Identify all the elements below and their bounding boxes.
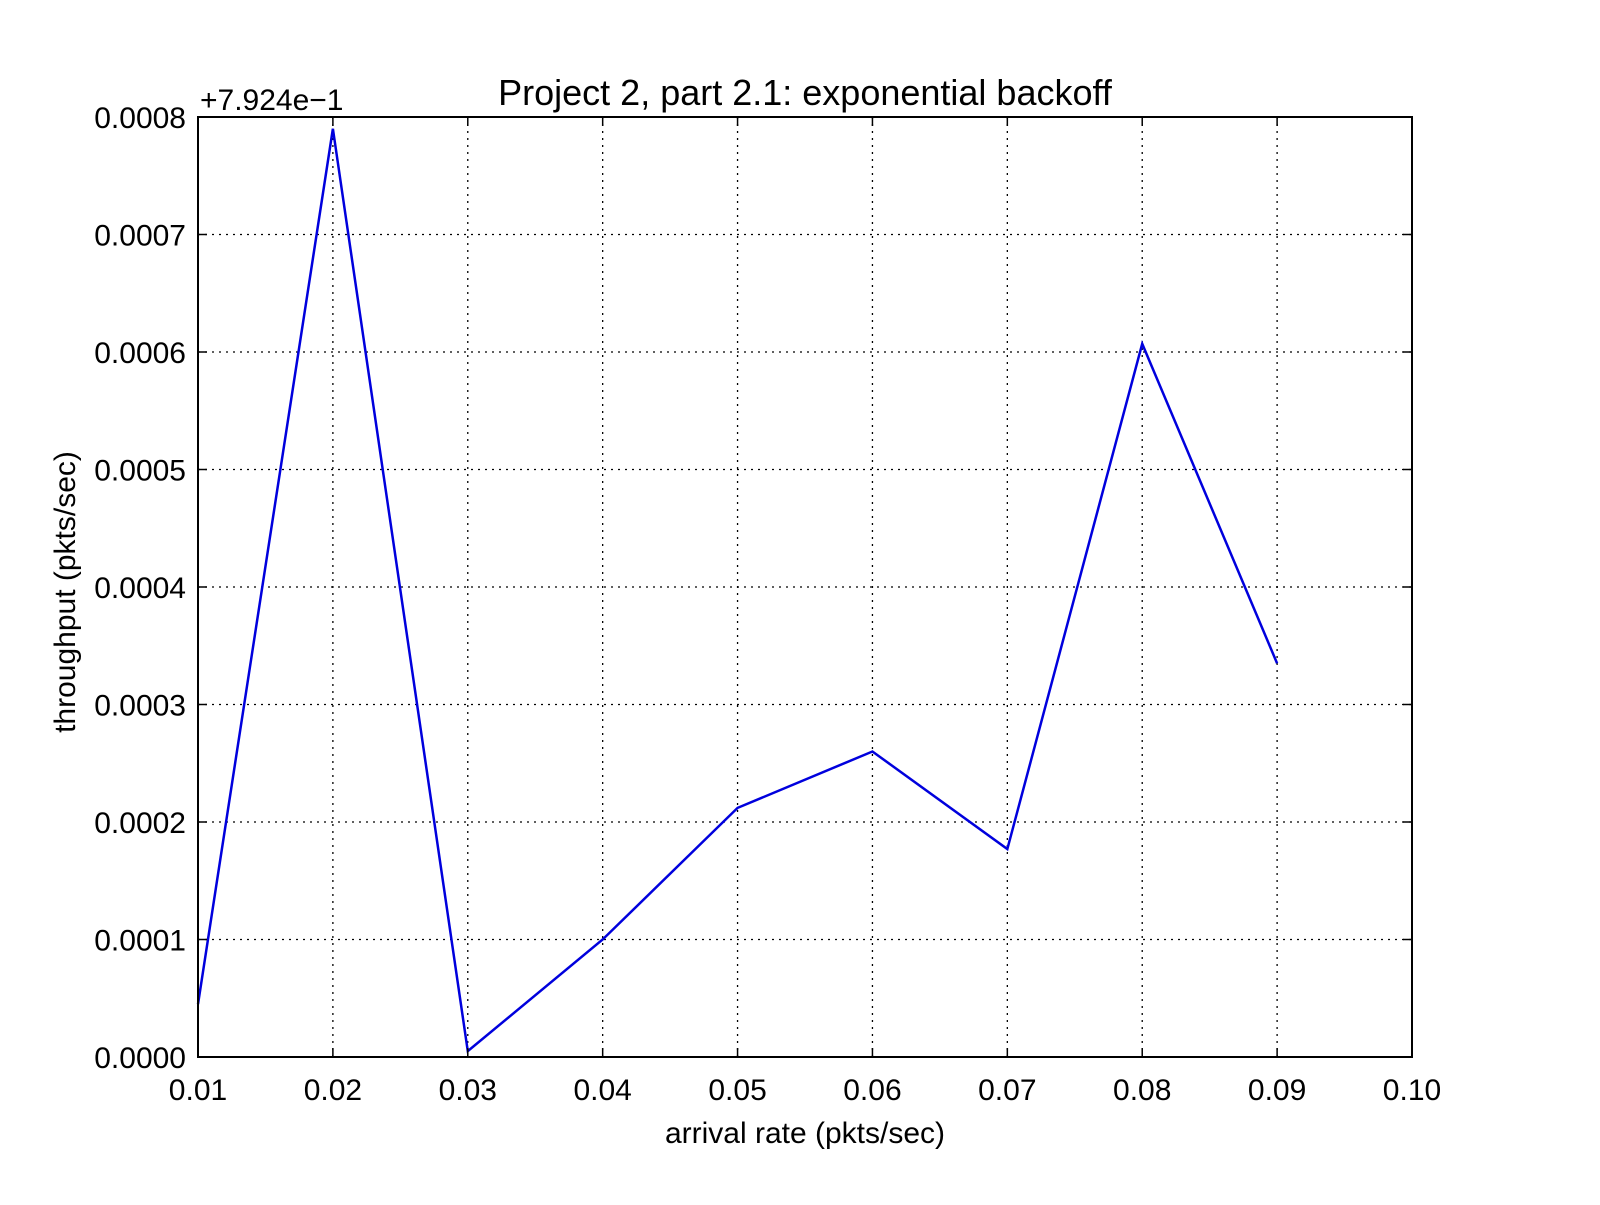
series-layer (196, 128, 1279, 1054)
y-tick-label: 0.0007 (94, 220, 186, 253)
y-axis-label: throughput (pkts/sec) (49, 451, 82, 733)
chart-title: Project 2, part 2.1: exponential backoff (498, 72, 1113, 113)
y-tick-label: 0.0004 (94, 572, 186, 605)
x-tick-label: 0.06 (843, 1074, 901, 1107)
y-tick-label: 0.0008 (94, 102, 186, 135)
series-line (196, 128, 1279, 1054)
x-axis-label: arrival rate (pkts/sec) (665, 1117, 945, 1150)
x-tick-label: 0.09 (1248, 1074, 1306, 1107)
x-tick-label: 0.07 (978, 1074, 1036, 1107)
y-tick-label: 0.0000 (94, 1042, 186, 1075)
x-tick-label: 0.03 (439, 1074, 497, 1107)
y-tick-label: 0.0006 (94, 337, 186, 370)
tick-labels: 0.01 0.02 0.03 0.04 0.05 0.06 0.07 0.08 0.09 0.10… (94, 102, 1441, 1107)
x-tick-label: 0.10 (1383, 1074, 1441, 1107)
x-tick-label: 0.04 (573, 1074, 631, 1107)
x-tick-label: 0.05 (708, 1074, 766, 1107)
x-tick-label: 0.01 (169, 1074, 227, 1107)
y-tick-label: 0.0002 (94, 807, 186, 840)
tick-marks (197, 116, 1413, 1058)
y-offset-label: +7.924e−1 (200, 84, 343, 117)
y-tick-label: 0.0003 (94, 690, 186, 723)
x-tick-label: 0.02 (304, 1074, 362, 1107)
y-tick-label: 0.0001 (94, 925, 186, 958)
x-tick-label: 0.08 (1113, 1074, 1171, 1107)
grid-lines (198, 117, 1412, 1057)
y-tick-label: 0.0005 (94, 455, 186, 488)
